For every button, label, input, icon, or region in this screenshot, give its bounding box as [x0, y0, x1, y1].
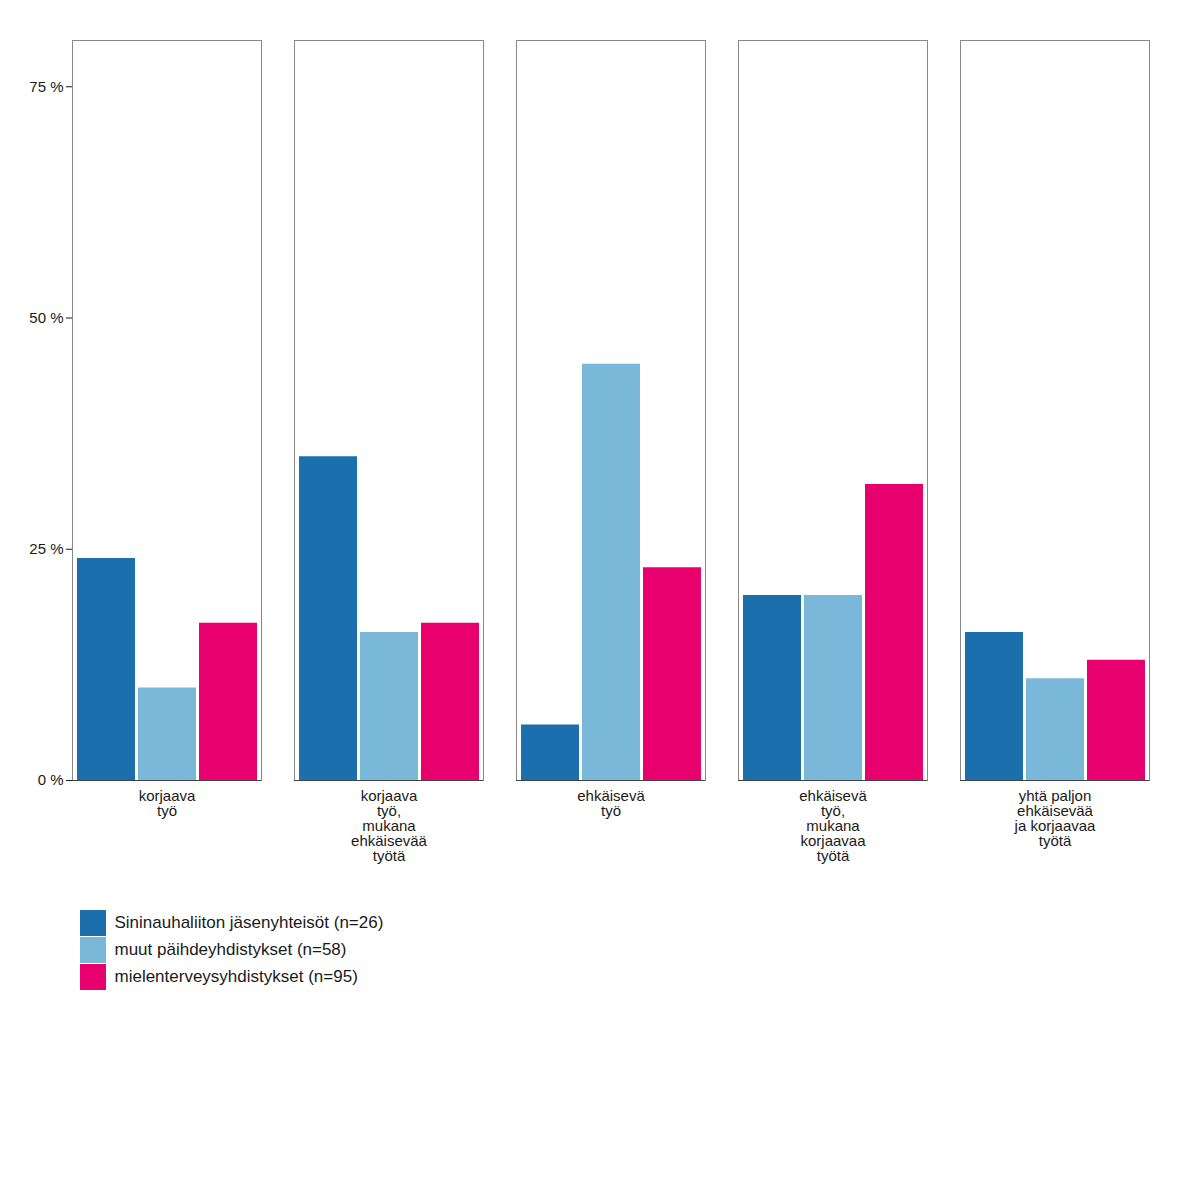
- svg-text:25 %: 25 %: [29, 540, 63, 557]
- svg-text:ehkäisevätyö,mukanakorjaavaaty: ehkäisevätyö,mukanakorjaavaatyötä: [799, 787, 867, 864]
- svg-text:0 %: 0 %: [38, 771, 64, 788]
- svg-text:75 %: 75 %: [29, 78, 63, 95]
- svg-text:ehkäisevätyö: ehkäisevätyö: [577, 787, 645, 819]
- svg-text:50 %: 50 %: [29, 309, 63, 326]
- svg-text:korjaavatyö: korjaavatyö: [139, 787, 196, 819]
- html-text:muut päihdeyhdistykset (n=58): muut päihdeyhdistykset (n=58): [114, 940, 347, 959]
- svg-text:yhtä paljonehkäisevääja korjaa: yhtä paljonehkäisevääja korjaavaatyötä: [1014, 787, 1097, 849]
- html-text:Sininauhaliiton jäsenyhteisöt: Sininauhaliiton jäsenyhteisöt (n=26): [114, 913, 384, 932]
- svg-text:korjaavatyö,mukanaehkäisevääty: korjaavatyö,mukanaehkäiseväätyötä: [351, 787, 428, 864]
- html-text:mielenterveysyhdistykset (n=95: mielenterveysyhdistykset (n=95): [114, 967, 358, 986]
